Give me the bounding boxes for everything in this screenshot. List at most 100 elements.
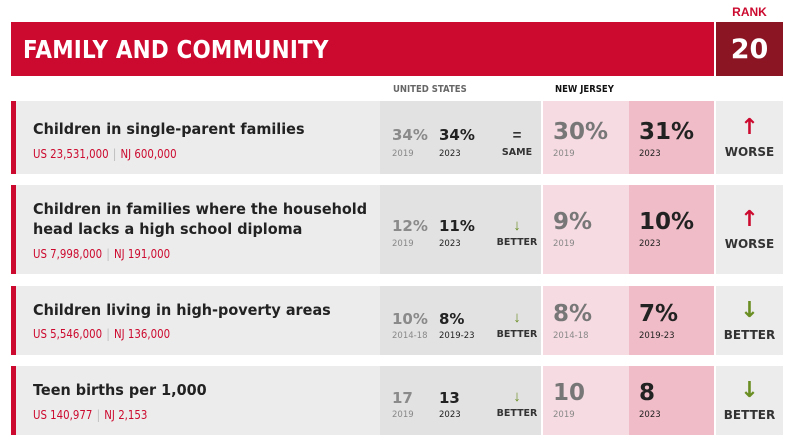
- change-label: WORSE: [724, 236, 775, 251]
- nj-count: NJ 191,000: [114, 247, 171, 261]
- nj-count: NJ 136,000: [114, 327, 171, 341]
- count-divider: |: [106, 327, 110, 341]
- nj-current-year: 2023: [639, 410, 661, 420]
- nj-current-year: 2019-23: [639, 331, 675, 341]
- nj-current-value: 31%: [639, 119, 695, 145]
- nj-current-cell: 7% 2019-23: [629, 286, 714, 355]
- nj-baseline-year: 2019: [553, 410, 575, 420]
- indicator-label-cell: Children living in high-poverty areas US…: [11, 286, 380, 355]
- arrow-down-icon: ↓: [513, 309, 521, 326]
- change-label: BETTER: [723, 407, 776, 422]
- change-cell: ↑ WORSE: [716, 185, 783, 274]
- indicator-title: Children in families where the household…: [33, 200, 368, 238]
- arrow-down-icon: ↓: [513, 217, 521, 234]
- section-title: FAMILY AND COMMUNITY: [23, 34, 329, 64]
- us-current-year: 2023: [439, 410, 461, 420]
- us-current-year: 2023: [439, 239, 461, 249]
- nj-baseline-value: 10: [553, 380, 586, 406]
- arrow-down-icon: ↓: [740, 297, 759, 323]
- us-change: = SAME: [492, 128, 542, 158]
- change-cell: ↓ BETTER: [716, 366, 783, 435]
- indicator-label-cell: Teen births per 1,000 US 140,977 | NJ 2,15…: [11, 366, 380, 435]
- us-change: ↓ BETTER: [492, 389, 542, 419]
- nj-baseline-year: 2019: [553, 239, 575, 249]
- nj-baseline-value: 9%: [553, 209, 593, 235]
- indicator-row: Teen births per 1,000 US 140,977 | NJ 2,15…: [11, 366, 783, 435]
- nj-baseline-cell: 9% 2019: [543, 185, 629, 274]
- us-count: US 23,531,000: [33, 147, 109, 161]
- nj-count: NJ 600,000: [120, 147, 177, 161]
- indicator-label-cell: Children in families where the household…: [11, 185, 380, 274]
- us-current-year: 2019-23: [439, 331, 475, 341]
- us-change-label: BETTER: [496, 408, 538, 419]
- change-label: BETTER: [723, 327, 776, 342]
- nj-current-value: 7%: [639, 301, 679, 327]
- us-count: US 7,998,000: [33, 247, 103, 261]
- us-baseline-year: 2019: [392, 149, 414, 159]
- us-count: US 140,977: [33, 408, 93, 422]
- us-current-value: 13: [439, 389, 460, 407]
- indicator-label-cell: Children in single-parent families US 23…: [11, 101, 380, 174]
- nj-baseline-year: 2014-18: [553, 331, 589, 341]
- indicator-row: Children living in high-poverty areas US…: [11, 286, 783, 355]
- us-change-label: SAME: [501, 147, 533, 158]
- nj-baseline-year: 2019: [553, 149, 575, 159]
- indicator-row: Children in families where the household…: [11, 185, 783, 274]
- us-baseline-value: 12%: [392, 217, 428, 235]
- change-cell: ↑ WORSE: [716, 101, 783, 174]
- count-divider: |: [96, 408, 101, 422]
- nj-baseline-cell: 30% 2019: [543, 101, 629, 174]
- us-change: ↓ BETTER: [492, 310, 542, 340]
- indicator-title: Teen births per 1,000: [33, 381, 207, 399]
- us-values-cell: 12% 2019 11% 2023 ↓ BETTER: [380, 185, 541, 274]
- us-change-label: BETTER: [496, 237, 538, 248]
- indicator-counts: US 7,998,000 | NJ 191,000: [33, 247, 170, 261]
- arrow-down-icon: ↓: [740, 377, 759, 403]
- us-baseline-value: 17: [392, 389, 413, 407]
- nj-current-cell: 8 2023: [629, 366, 714, 435]
- rank-label: RANK: [732, 5, 767, 19]
- indicator-counts: US 140,977 | NJ 2,153: [33, 408, 147, 422]
- column-header-nj: NEW JERSEY: [555, 84, 614, 95]
- us-values-cell: 34% 2019 34% 2023 = SAME: [380, 101, 541, 174]
- us-current-value: 34%: [439, 126, 475, 144]
- nj-current-cell: 31% 2023: [629, 101, 714, 174]
- indicator-title: Children in single-parent families: [33, 120, 305, 138]
- arrow-up-icon: ↑: [740, 206, 759, 232]
- nj-baseline-cell: 8% 2014-18: [543, 286, 629, 355]
- equals-icon: =: [512, 127, 522, 144]
- nj-current-value: 8: [639, 380, 656, 406]
- nj-baseline-cell: 10 2019: [543, 366, 629, 435]
- nj-current-value: 10%: [639, 209, 695, 235]
- us-change-label: BETTER: [496, 329, 538, 340]
- column-header-us: UNITED STATES: [393, 84, 467, 95]
- nj-count: NJ 2,153: [104, 408, 148, 422]
- indicator-title: Children living in high-poverty areas: [33, 301, 331, 319]
- us-baseline-year: 2019: [392, 239, 414, 249]
- us-count: US 5,546,000: [33, 327, 103, 341]
- rank-badge: 20: [716, 22, 783, 76]
- us-baseline-value: 34%: [392, 126, 428, 144]
- indicator-counts: US 5,546,000 | NJ 136,000: [33, 327, 170, 341]
- us-current-value: 8%: [439, 310, 465, 328]
- nj-baseline-value: 8%: [553, 301, 593, 327]
- us-current-value: 11%: [439, 217, 475, 235]
- us-values-cell: 17 2019 13 2023 ↓ BETTER: [380, 366, 541, 435]
- nj-current-year: 2023: [639, 239, 661, 249]
- nj-current-year: 2023: [639, 149, 661, 159]
- us-baseline-value: 10%: [392, 310, 428, 328]
- us-values-cell: 10% 2014-18 8% 2019-23 ↓ BETTER: [380, 286, 541, 355]
- count-divider: |: [106, 247, 110, 261]
- change-label: WORSE: [724, 144, 775, 159]
- section-header: FAMILY AND COMMUNITY: [11, 22, 714, 76]
- nj-baseline-value: 30%: [553, 119, 609, 145]
- rank-value: 20: [730, 33, 769, 65]
- count-divider: |: [112, 147, 117, 161]
- indicator-row: Children in single-parent families US 23…: [11, 101, 783, 174]
- indicator-counts: US 23,531,000 | NJ 600,000: [33, 147, 177, 161]
- change-cell: ↓ BETTER: [716, 286, 783, 355]
- arrow-up-icon: ↑: [740, 114, 759, 140]
- us-current-year: 2023: [439, 149, 461, 159]
- arrow-down-icon: ↓: [513, 388, 521, 405]
- us-change: ↓ BETTER: [492, 218, 542, 248]
